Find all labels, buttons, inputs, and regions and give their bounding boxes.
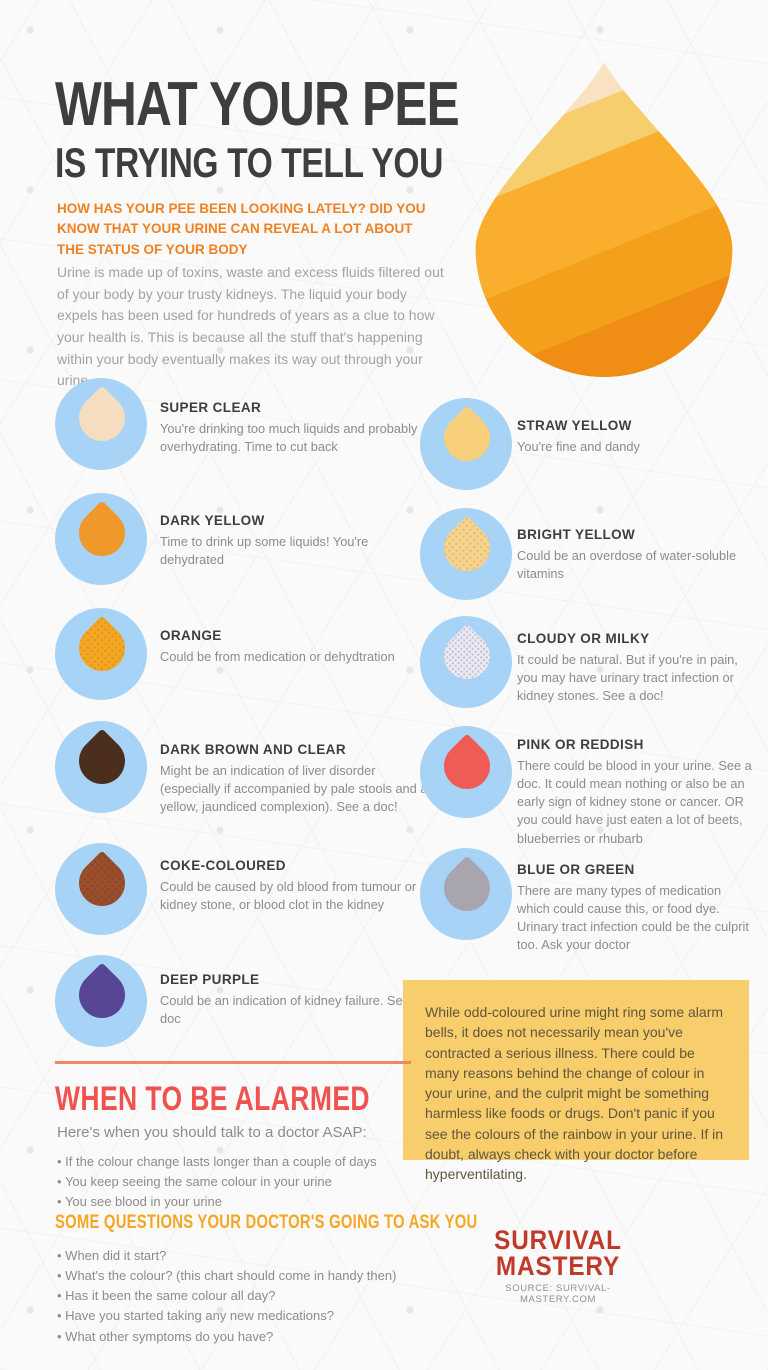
item-description: Could be caused by old blood from tumour… (160, 879, 417, 913)
logo-line-2: MASTERY (495, 1250, 621, 1281)
coke-coloured-drop-icon (69, 850, 135, 916)
brand-logo: SURVIVAL MASTERY SOURCE: SURVIVAL-MASTER… (468, 1225, 648, 1306)
question-bullet: What's the colour? (this chart should co… (57, 1266, 457, 1286)
super-clear-circle (55, 378, 147, 470)
item-title: CLOUDY OR MILKY (517, 631, 650, 646)
list-item: ORANGE Could be from medication or dehyd… (160, 628, 440, 666)
item-title: DEEP PURPLE (160, 972, 260, 987)
list-item: COKE-COLOURED Could be caused by old blo… (160, 858, 428, 914)
straw-yellow-circle (420, 398, 512, 490)
question-bullet: Have you started taking any new medicati… (57, 1306, 457, 1326)
big-drop-illustration (475, 62, 733, 377)
source-credit: SOURCE: SURVIVAL-MASTERY.COM (505, 1283, 611, 1306)
list-item: SUPER CLEAR You're drinking too much liq… (160, 400, 422, 456)
alarmed-bullet: You keep seeing the same colour in your … (57, 1172, 417, 1192)
item-description: Could be an overdose of water-soluble vi… (517, 548, 737, 582)
alarmed-intro: Here's when you should talk to a doctor … (57, 1124, 367, 1141)
bright-yellow-drop-icon (434, 515, 500, 581)
section-divider (55, 1061, 411, 1064)
super-clear-drop-icon (69, 385, 135, 451)
questions-heading: SOME QUESTIONS YOUR DOCTOR'S GOING TO AS… (55, 1212, 478, 1233)
dark-yellow-circle (55, 493, 147, 585)
item-description: There could be blood in your urine. See … (517, 758, 752, 846)
item-title: SUPER CLEAR (160, 400, 262, 415)
item-description: It could be natural. But if you're in pa… (517, 652, 738, 704)
blue-green-circle (420, 848, 512, 940)
question-bullet: When did it start? (57, 1246, 457, 1266)
deep-purple-circle (55, 955, 147, 1047)
item-title: BLUE OR GREEN (517, 862, 635, 877)
bright-yellow-circle (420, 508, 512, 600)
alarmed-bullet-list: If the colour change lasts longer than a… (57, 1152, 417, 1212)
straw-yellow-drop-icon (434, 405, 500, 471)
orange-circle (55, 608, 147, 700)
advisory-note-text: While odd-coloured urine might ring some… (425, 1004, 724, 1183)
advisory-note-box: While odd-coloured urine might ring some… (403, 980, 749, 1182)
list-item: BRIGHT YELLOW Could be an overdose of wa… (517, 527, 755, 583)
item-description: Could be from medication or dehydtration (160, 649, 395, 664)
blue-green-drop-icon (434, 855, 500, 921)
item-description: Time to drink up some liquids! You're de… (160, 534, 369, 568)
question-bullet: What other symptoms do you have? (57, 1327, 457, 1347)
list-item: DARK YELLOW Time to drink up some liquid… (160, 513, 422, 569)
logo-line-1: SURVIVAL (494, 1225, 622, 1255)
item-title: DARK BROWN AND CLEAR (160, 742, 346, 757)
item-description: You're drinking too much liquids and pro… (160, 421, 418, 455)
cloudy-milky-circle (420, 616, 512, 708)
item-title: PINK OR REDDISH (517, 737, 644, 752)
item-description: There are many types of medication which… (517, 883, 749, 953)
page-title: WHAT YOUR PEE IS TRYING TO TELL YOU (55, 74, 560, 184)
list-item: BLUE OR GREEN There are many types of me… (517, 862, 757, 955)
dark-yellow-drop-icon (69, 500, 135, 566)
coke-coloured-circle (55, 843, 147, 935)
item-title: COKE-COLOURED (160, 858, 286, 873)
questions-bullet-list: When did it start? What's the colour? (t… (57, 1246, 457, 1347)
subtitle: HOW HAS YOUR PEE BEEN LOOKING LATELY? DI… (57, 201, 426, 257)
deep-purple-drop-icon (69, 962, 135, 1028)
item-title: DARK YELLOW (160, 513, 265, 528)
question-bullet: Has it been the same colour all day? (57, 1286, 457, 1306)
item-title: BRIGHT YELLOW (517, 527, 636, 542)
alarmed-bullet: If the colour change lasts longer than a… (57, 1152, 417, 1172)
list-item: CLOUDY OR MILKY It could be natural. But… (517, 631, 755, 705)
list-item: STRAW YELLOW You're fine and dandy (517, 418, 752, 456)
dark-brown-drop-icon (69, 728, 135, 794)
item-title: STRAW YELLOW (517, 418, 632, 433)
alarmed-heading: WHEN TO BE ALARMED (55, 1080, 370, 1118)
list-item: DEEP PURPLE Could be an indication of ki… (160, 972, 428, 1028)
list-item: PINK OR REDDISH There could be blood in … (517, 737, 757, 848)
dark-brown-circle (55, 721, 147, 813)
title-line-2: IS TRYING TO TELL YOU (55, 139, 444, 186)
pink-reddish-drop-icon (434, 733, 500, 799)
orange-drop-icon (69, 615, 135, 681)
pink-reddish-circle (420, 726, 512, 818)
title-line-1: WHAT YOUR PEE (55, 70, 460, 139)
intro-paragraph: Urine is made up of toxins, waste and ex… (57, 264, 444, 389)
cloudy-milky-drop-icon (434, 623, 500, 689)
item-title: ORANGE (160, 628, 222, 643)
alarmed-bullet: You see blood in your urine (57, 1192, 417, 1212)
item-description: Could be an indication of kidney failure… (160, 993, 421, 1027)
item-description: You're fine and dandy (517, 439, 640, 454)
item-description: Might be an indication of liver disorder… (160, 763, 428, 815)
list-item: DARK BROWN AND CLEAR Might be an indicat… (160, 742, 428, 816)
